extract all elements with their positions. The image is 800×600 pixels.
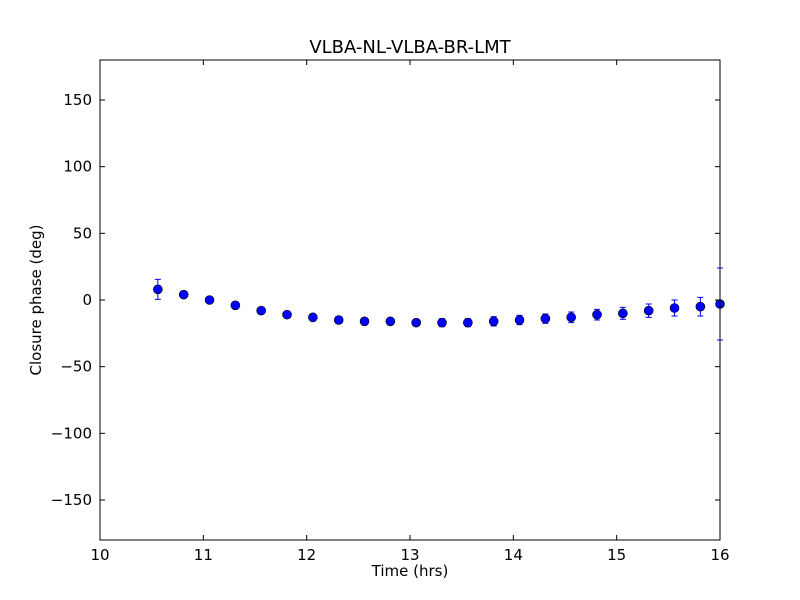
point-marker [359,316,370,327]
data-point [669,299,680,317]
data-point [333,315,344,325]
point-marker [178,289,189,300]
point-marker [566,312,577,323]
point-marker [618,308,628,319]
chart-title: VLBA-NL-VLBA-BR-LMT [309,37,511,58]
point-marker [282,309,292,320]
data-point [385,316,396,327]
point-marker [385,316,396,327]
point-marker [463,317,473,328]
data-point [437,317,447,328]
data-point [204,295,215,305]
x-tick-label: 12 [297,546,316,564]
data-point [411,317,422,328]
y-tick-label: −100 [51,424,92,442]
data-point [618,306,628,320]
data-point [514,314,525,326]
point-marker [592,309,602,320]
y-tick-label: 0 [82,291,92,309]
point-marker [153,284,163,295]
y-tick-label: −50 [60,358,92,376]
point-marker [540,313,551,324]
data-point [695,296,706,317]
y-tick-label: 150 [63,91,92,109]
point-marker [308,312,318,323]
point-marker [488,316,499,327]
data-point [592,308,602,321]
point-marker [514,315,525,325]
data-point [178,289,189,300]
data-point [359,316,370,327]
x-tick-label: 14 [504,546,523,564]
point-marker [669,303,680,313]
x-tick-label: 11 [194,546,213,564]
x-tick-label: 16 [710,546,729,564]
x-tick-label: 10 [90,546,109,564]
point-marker [230,300,241,311]
y-axis-ticks: −150 −100 −50 0 50 100 150 [51,91,720,509]
point-marker [437,317,447,328]
x-tick-label: 13 [400,546,419,564]
data-point [308,312,318,323]
data-point [643,303,654,318]
x-axis-ticks: 10 11 12 13 14 15 16 [90,60,730,564]
data-point [256,305,267,316]
point-marker [695,301,706,312]
point-marker [643,305,654,316]
data-point [282,309,292,320]
data-point [488,316,499,327]
data-point [566,311,577,324]
x-tick-label: 15 [607,546,626,564]
data-point [230,300,241,311]
x-axis-label: Time (hrs) [371,562,449,580]
y-tick-label: 50 [73,224,92,242]
point-marker [333,315,344,325]
data-point [540,313,551,324]
y-tick-label: 100 [63,158,92,176]
y-tick-label: −150 [51,491,92,509]
data-point [463,317,473,328]
data-point [153,278,163,300]
point-marker [204,295,215,305]
point-marker [256,305,267,316]
y-axis-label: Closure phase (deg) [27,225,45,376]
point-marker [411,317,422,328]
